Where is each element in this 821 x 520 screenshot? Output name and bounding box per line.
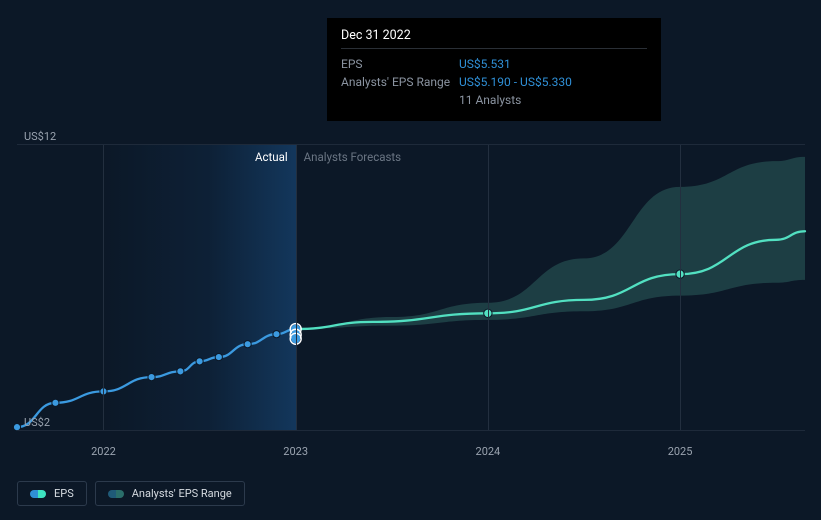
x-axis-tick-label: 2023: [283, 445, 308, 458]
x-axis-tick-label: 2024: [476, 445, 501, 458]
tooltip-value: US$5.531: [459, 55, 511, 73]
y-axis-tick-label: US$12: [24, 130, 56, 143]
chart-svg: [17, 144, 805, 430]
tooltip-footer: 11 Analysts: [459, 91, 521, 109]
actual-marker: [148, 373, 155, 380]
tooltip-key-empty: [341, 91, 459, 109]
legend-item-eps[interactable]: EPS: [17, 481, 87, 506]
legend-chip-eps: [30, 490, 46, 498]
plot-area: 2022202320242025ActualAnalysts Forecasts: [17, 144, 805, 430]
forecast-label: Analysts Forecasts: [304, 150, 401, 164]
actual-marker: [215, 353, 222, 360]
chart-legend: EPS Analysts' EPS Range: [17, 481, 245, 506]
actual-marker: [52, 399, 59, 406]
tooltip-row-footer: 11 Analysts: [341, 91, 647, 109]
tooltip-key: Analysts' EPS Range: [341, 73, 459, 91]
actual-line: [17, 329, 296, 427]
tooltip-row-eps: EPS US$5.531: [341, 55, 647, 73]
tooltip-key: EPS: [341, 55, 459, 73]
legend-chip-range: [108, 490, 124, 498]
x-divider-line: [103, 144, 104, 430]
actual-marker: [177, 368, 184, 375]
x-axis-tick-label: 2022: [91, 445, 116, 458]
actual-marker: [244, 341, 251, 348]
tooltip-divider: [341, 48, 647, 49]
gridline: [17, 144, 805, 145]
y-axis-tick-label: US$2: [24, 416, 50, 429]
actual-marker: [196, 358, 203, 365]
tooltip-date: Dec 31 2022: [341, 28, 647, 43]
gridline: [17, 430, 805, 431]
chart-tooltip: Dec 31 2022 EPS US$5.531 Analysts' EPS R…: [327, 18, 661, 121]
legend-label: EPS: [54, 487, 74, 500]
x-divider-line: [488, 144, 489, 430]
tooltip-value: US$5.190 - US$5.330: [459, 73, 572, 91]
legend-label: Analysts' EPS Range: [132, 487, 232, 500]
x-divider-line: [296, 144, 297, 430]
eps-chart[interactable]: 2022202320242025ActualAnalysts Forecasts…: [17, 130, 805, 430]
x-axis-tick-label: 2025: [668, 445, 693, 458]
legend-item-range[interactable]: Analysts' EPS Range: [95, 481, 245, 506]
actual-marker: [273, 331, 280, 338]
actual-label: Actual: [255, 150, 288, 164]
x-divider-line: [680, 144, 681, 430]
tooltip-row-range: Analysts' EPS Range US$5.190 - US$5.330: [341, 73, 647, 91]
